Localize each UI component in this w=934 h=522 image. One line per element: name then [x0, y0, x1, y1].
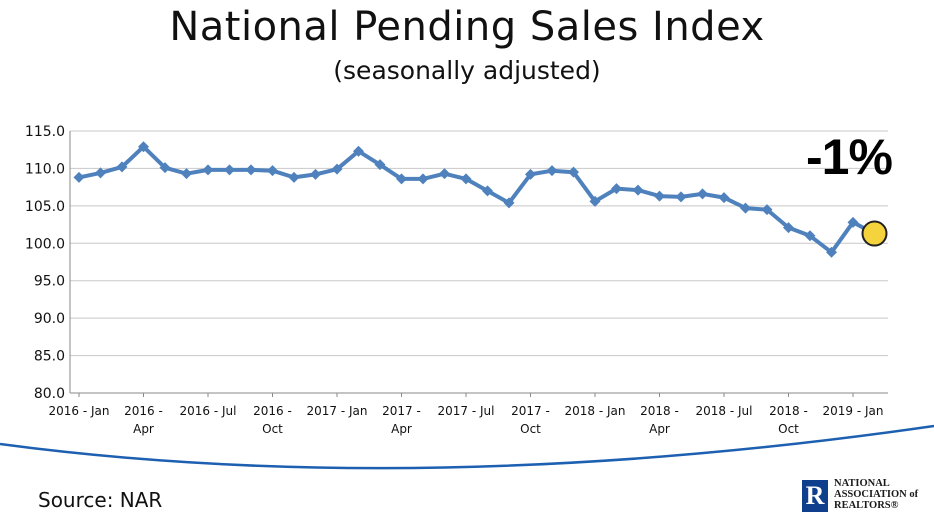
x-tick-label: 2017 - Jul: [438, 404, 495, 418]
data-point-marker: [568, 166, 579, 178]
x-tick-label: Apr: [391, 422, 412, 436]
chart-subtitle: (seasonally adjusted): [333, 56, 601, 85]
data-point-marker: [417, 173, 429, 185]
data-point-marker: [525, 168, 536, 180]
realtor-r-icon: R: [802, 480, 828, 512]
change-annotation: -1%: [806, 129, 893, 185]
data-point-marker: [718, 192, 730, 204]
y-tick-label: 115.0: [25, 124, 65, 140]
y-tick-label: 100.0: [25, 236, 65, 252]
decorative-swoosh-curve: [0, 424, 934, 470]
data-point-marker: [675, 191, 687, 203]
nar-logo: R NATIONAL ASSOCIATION of REALTORS®: [802, 478, 930, 516]
x-tick-label: 2018 -: [769, 404, 808, 418]
x-tick-label: 2017 -: [382, 404, 421, 418]
x-tick-label: Oct: [262, 422, 283, 436]
data-point-marker: [116, 161, 128, 173]
data-point-marker: [589, 195, 601, 207]
x-tick-label: 2018 -: [640, 404, 679, 418]
y-tick-label: 85.0: [34, 349, 65, 365]
data-point-marker: [761, 204, 773, 216]
data-point-marker: [331, 163, 343, 175]
highlight-point-marker: [861, 220, 888, 247]
y-tick-label: 90.0: [34, 311, 65, 327]
data-point-marker: [654, 190, 665, 202]
data-point-marker: [138, 141, 149, 153]
x-tick-label: 2019 - Jan: [823, 404, 884, 418]
x-tick-label: 2016 - Jan: [49, 404, 110, 418]
y-tick-label: 80.0: [34, 386, 65, 402]
x-tick-label: Apr: [133, 422, 154, 436]
x-tick-label: Oct: [778, 422, 799, 436]
x-tick-label: 2018 - Jul: [696, 404, 753, 418]
data-point-marker: [611, 183, 622, 195]
data-point-marker: [267, 165, 278, 177]
data-point-marker: [159, 162, 171, 174]
data-point-marker: [697, 188, 708, 200]
x-tick-label: Oct: [520, 422, 541, 436]
data-point-marker: [245, 164, 257, 176]
source-label: Source: NAR: [38, 488, 163, 512]
x-tick-label: Apr: [649, 422, 670, 436]
data-point-marker: [202, 164, 214, 176]
x-tick-label: 2016 -: [124, 404, 163, 418]
data-point-marker: [847, 216, 859, 228]
data-point-marker: [181, 168, 192, 180]
x-tick-label: 2018 - Jan: [565, 404, 626, 418]
data-point-marker: [783, 222, 794, 234]
y-tick-label: 105.0: [25, 199, 65, 215]
data-point-marker: [310, 168, 321, 180]
data-point-marker: [224, 164, 235, 176]
data-point-marker: [353, 145, 364, 157]
data-point-marker: [374, 159, 386, 171]
series-line: [78, 144, 876, 255]
data-point-marker: [396, 173, 407, 185]
y-tick-label: 110.0: [25, 161, 65, 177]
x-tick-label: 2017 - Jan: [307, 404, 368, 418]
data-point-marker: [632, 184, 644, 196]
y-tick-label: 95.0: [34, 274, 65, 290]
x-tick-label: 2016 -: [253, 404, 292, 418]
data-point-marker: [95, 167, 106, 179]
data-point-marker: [288, 171, 300, 183]
data-point-marker: [503, 197, 515, 209]
data-point-marker: [804, 230, 816, 242]
data-point-marker: [439, 168, 450, 180]
x-tick-label: 2017 -: [511, 404, 550, 418]
logo-text: NATIONAL ASSOCIATION of REALTORS®: [834, 478, 919, 511]
chart-title: National Pending Sales Index: [169, 4, 765, 50]
x-tick-label: 2016 - Jul: [180, 404, 237, 418]
data-point-marker: [460, 173, 472, 185]
data-point-marker: [740, 202, 751, 214]
data-point-marker: [546, 165, 558, 177]
data-point-marker: [482, 185, 493, 197]
data-point-marker: [826, 246, 837, 258]
data-point-marker: [73, 171, 85, 183]
